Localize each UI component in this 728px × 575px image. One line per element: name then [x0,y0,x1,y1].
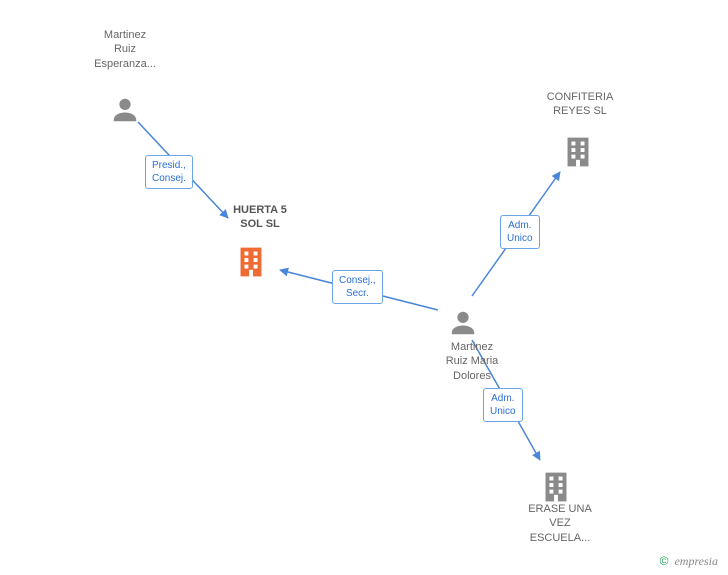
edge-label: Presid., Consej. [145,155,193,189]
person-icon[interactable] [110,95,140,130]
node-label[interactable]: Martinez Ruiz Esperanza... [85,28,165,71]
brand-name: empresia [674,554,718,568]
person-icon[interactable] [448,308,478,343]
footer-brand: © empresia [660,554,718,569]
edge-label: Adm. Unico [500,215,540,249]
node-label[interactable]: CONFITERIA REYES SL [530,90,630,119]
node-label[interactable]: Martinez Ruiz Maria Dolores [432,340,512,383]
edge-label: Adm. Unico [483,388,523,422]
node-label[interactable]: ERASE UNA VEZ ESCUELA... [515,502,605,545]
copyright-symbol: © [660,554,669,568]
node-label[interactable]: HUERTA 5 SOL SL [215,203,305,232]
edge-label: Consej., Secr. [332,270,383,304]
company-icon[interactable] [562,135,594,174]
company-icon[interactable] [235,245,267,284]
